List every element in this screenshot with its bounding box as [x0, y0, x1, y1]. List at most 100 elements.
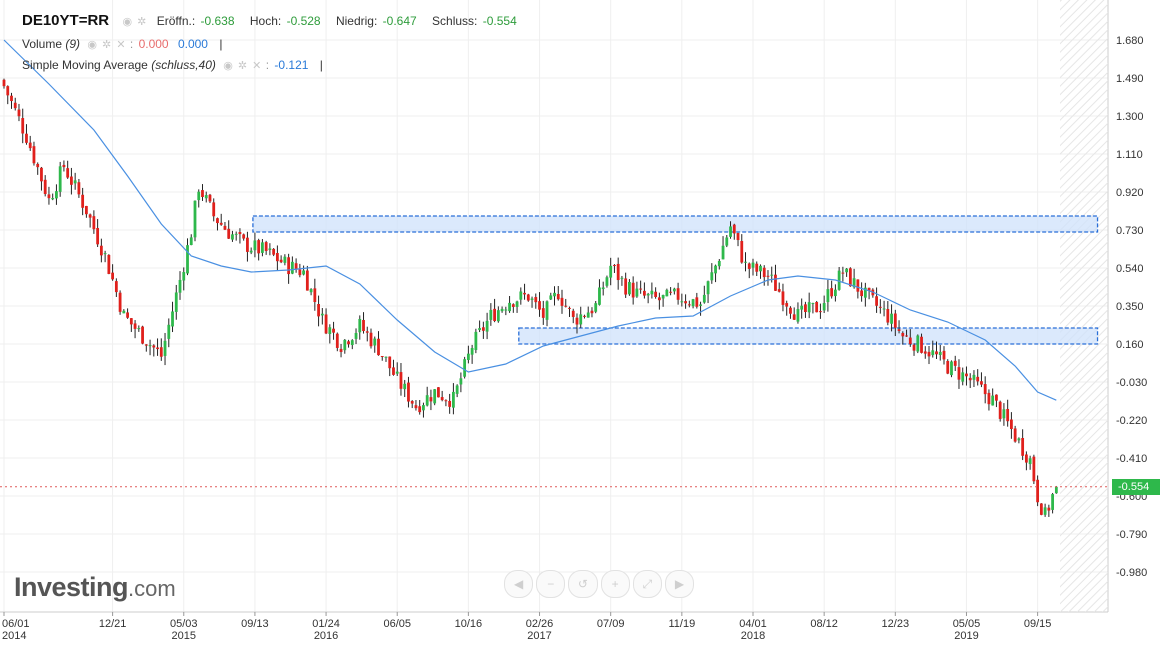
candle-body — [362, 319, 365, 332]
candle-body — [639, 288, 643, 290]
candle-body — [238, 232, 242, 235]
candle-body — [227, 228, 231, 239]
y-tick-label: 1.490 — [1116, 73, 1144, 85]
candle-body — [541, 308, 545, 318]
x-tick-year: 2016 — [314, 630, 338, 642]
candle-body — [152, 345, 156, 348]
scroll-right-icon[interactable]: ▶ — [664, 570, 695, 598]
x-tick-year: 2017 — [527, 630, 551, 642]
candle-body — [55, 191, 58, 199]
candle-body — [583, 315, 586, 317]
candle-body — [343, 339, 347, 351]
candle-body — [339, 348, 343, 352]
candle-body — [511, 304, 515, 307]
candle-body — [515, 301, 519, 307]
candle-body — [916, 335, 920, 352]
candle-body — [983, 384, 987, 395]
candle-body — [976, 376, 980, 382]
candle-body — [665, 289, 669, 297]
candle-body — [294, 263, 298, 270]
candle-body — [407, 382, 410, 402]
candle-body — [878, 306, 882, 308]
fit-icon[interactable]: ⤢ — [632, 570, 662, 598]
candle-body — [261, 242, 264, 253]
candle-body — [1047, 507, 1051, 511]
candle-body — [84, 205, 88, 215]
x-tick-label: 06/05 — [383, 618, 411, 630]
resistance-zone[interactable] — [252, 215, 1099, 233]
candle-body — [369, 332, 373, 347]
zoom-out-icon[interactable]: − — [536, 570, 566, 598]
candle-body — [25, 133, 28, 143]
support-zone[interactable] — [518, 327, 1099, 345]
candle-body — [650, 290, 654, 295]
candle-body — [807, 302, 811, 313]
sma-settings-icon[interactable]: ◉ ✲ ✕ — [223, 60, 263, 72]
candle-body — [317, 304, 320, 317]
candle-body — [523, 292, 526, 295]
candle-body — [452, 391, 455, 408]
candle-body — [706, 281, 710, 295]
candle-body — [70, 176, 73, 185]
candle-body — [283, 256, 287, 263]
candle-body — [373, 338, 377, 346]
candle-body — [856, 279, 860, 292]
candle-body — [410, 401, 414, 404]
candle-body — [73, 180, 77, 184]
candle-body — [526, 294, 530, 301]
candle-body — [781, 291, 785, 305]
candle-body — [886, 308, 890, 323]
candle-body — [822, 303, 826, 311]
candle-body — [1032, 456, 1036, 482]
candle-body — [474, 331, 478, 351]
candle-body — [290, 261, 294, 274]
candle-body — [302, 270, 305, 275]
y-tick-label: 0.160 — [1116, 339, 1144, 351]
candle-body — [298, 269, 302, 276]
candle-body — [1039, 503, 1043, 515]
candle-body — [1013, 428, 1017, 442]
candle-body — [1043, 507, 1047, 515]
candle-body — [519, 291, 523, 300]
scroll-left-icon[interactable]: ◀ — [504, 570, 534, 598]
candle-body — [58, 166, 62, 192]
candle-body — [654, 291, 658, 297]
visibility-icon[interactable]: ◉ ✲ — [122, 16, 148, 28]
candle-body — [313, 288, 317, 303]
candle-body — [275, 252, 279, 262]
candle-body — [399, 372, 403, 389]
candle-body — [324, 314, 328, 334]
candle-body — [744, 261, 747, 263]
sma-separator: | — [319, 58, 323, 72]
candle-body — [62, 164, 66, 168]
candle-body — [111, 272, 115, 280]
x-tick-label: 02/26 — [526, 618, 554, 630]
candle-body — [785, 303, 789, 307]
candle-body — [328, 327, 332, 334]
candle-body — [759, 265, 762, 272]
candle-body — [995, 394, 998, 401]
candle-body — [418, 406, 422, 413]
candle-body — [575, 317, 579, 325]
candle-body — [1017, 438, 1021, 441]
candle-body — [444, 400, 448, 402]
volume-settings-icon[interactable]: ◉ ✲ ✕ — [87, 39, 127, 51]
candle-body — [66, 168, 70, 178]
y-axis: 1.680 1.490 1.300 1.110 0.920 0.730 0.540 0.350… — [1116, 35, 1147, 579]
candle-body — [201, 190, 204, 198]
candle-body — [1036, 479, 1040, 503]
candle-body — [927, 351, 931, 357]
candle-body — [1006, 408, 1010, 422]
candle-body — [350, 340, 354, 346]
candle-body — [961, 372, 965, 382]
volume-separator: | — [219, 37, 223, 51]
candle-body — [414, 405, 418, 409]
sma-label: Simple Moving Average — [22, 58, 148, 72]
candle-body — [631, 282, 635, 298]
zoom-reset-icon[interactable]: ↺ — [568, 570, 598, 598]
candle-body — [556, 294, 560, 300]
candle-body — [234, 233, 238, 235]
candle-body — [560, 297, 564, 306]
zoom-in-icon[interactable]: + — [600, 570, 630, 598]
